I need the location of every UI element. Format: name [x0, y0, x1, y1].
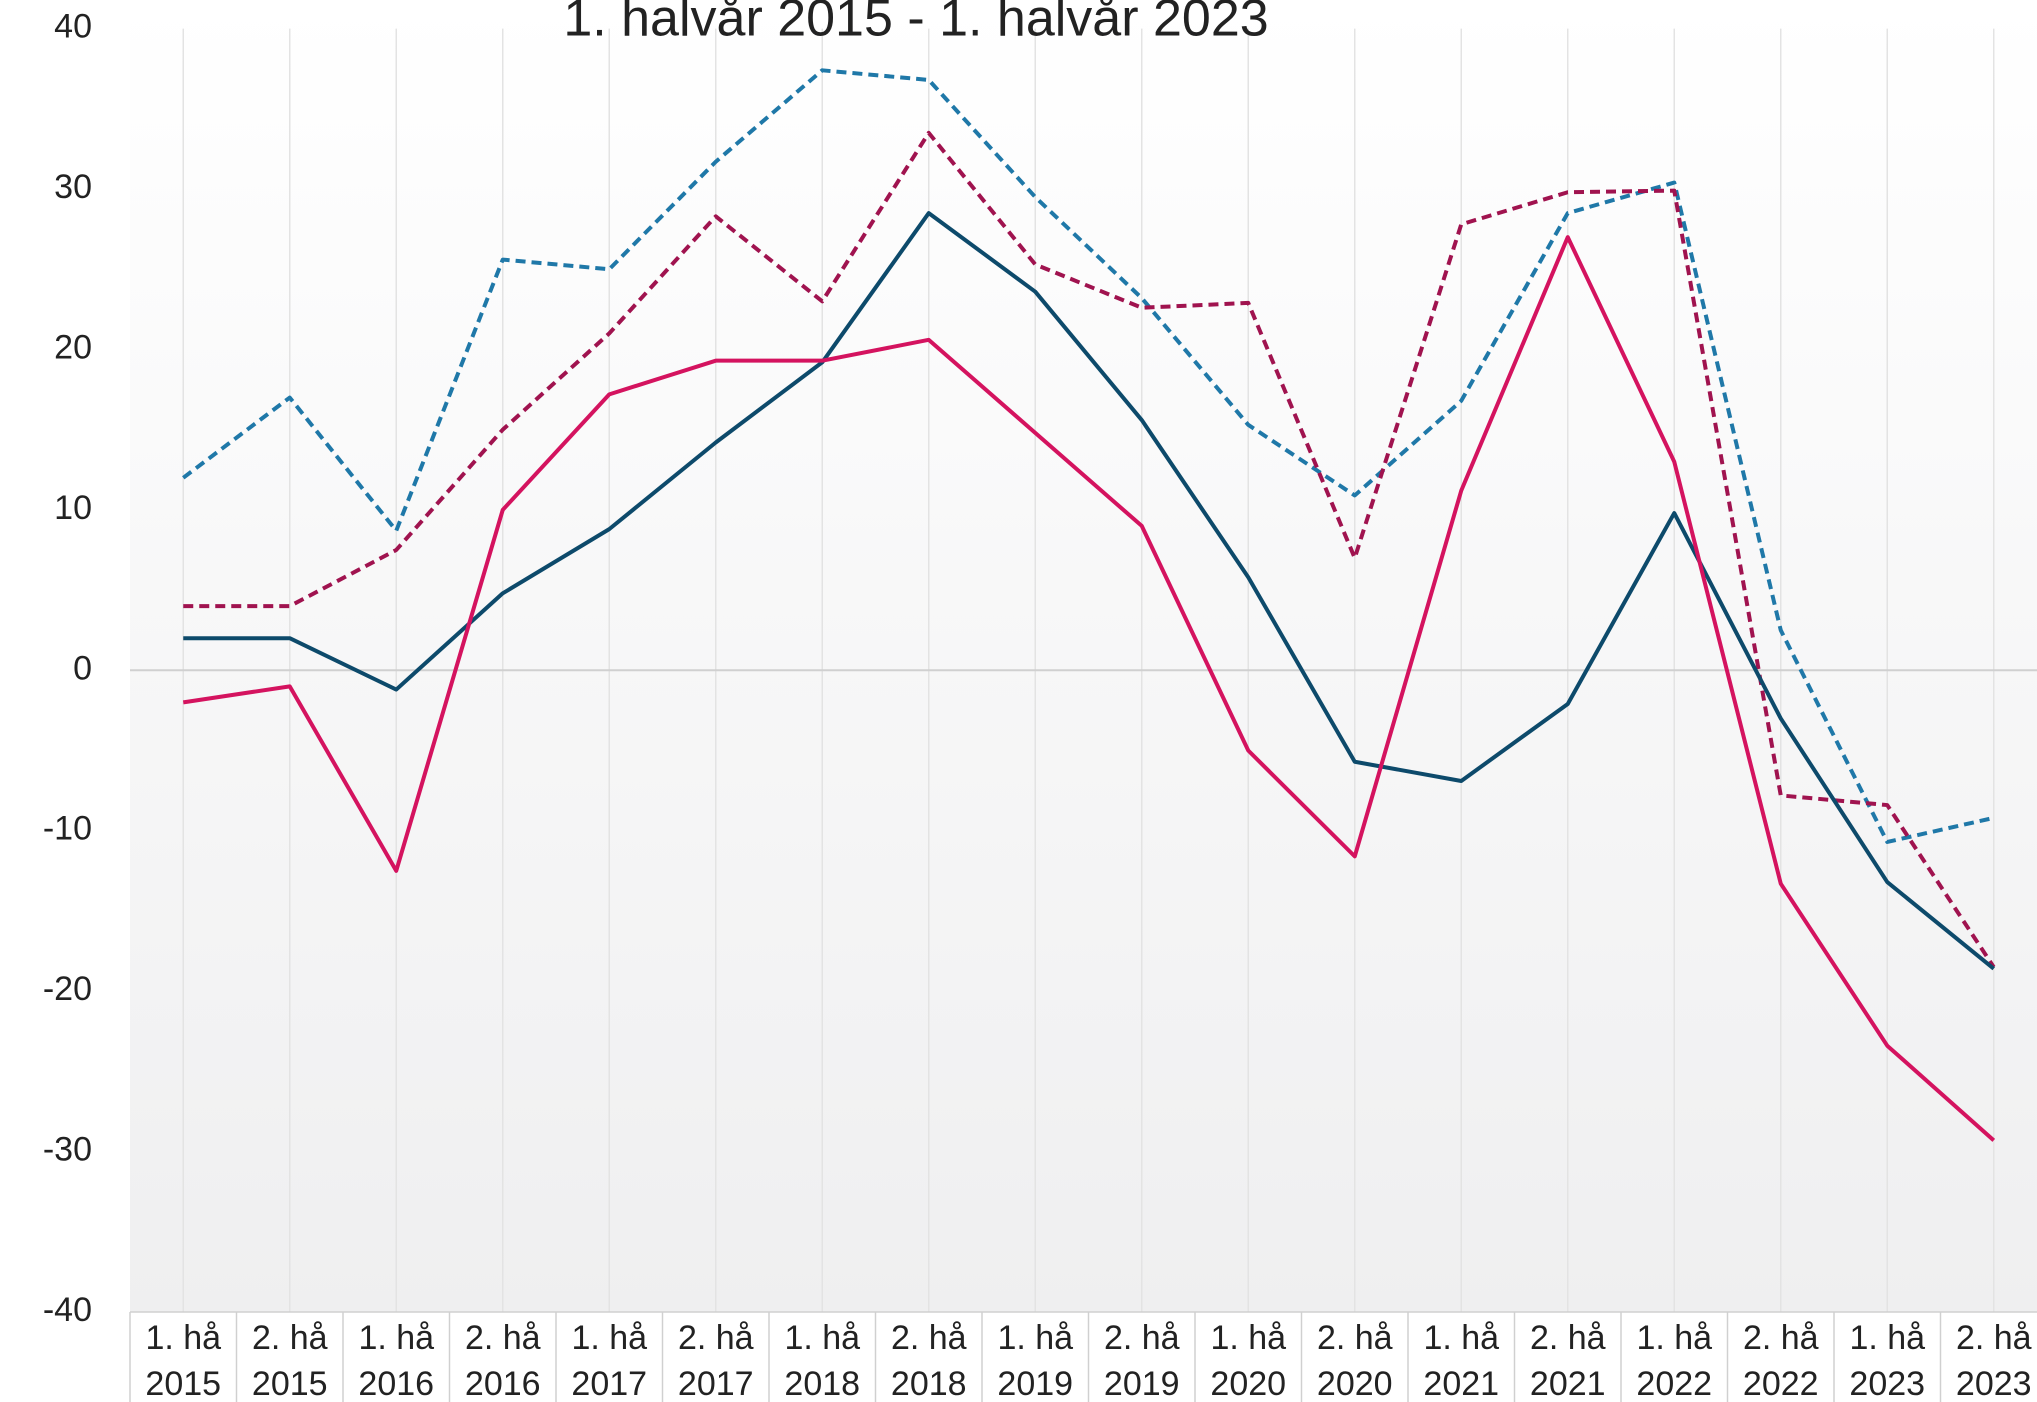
x-tick-label: 2017 — [678, 1365, 754, 1402]
x-tick-label: 1. hå — [1636, 1319, 1712, 1357]
x-tick-label: 1. hå — [1849, 1319, 1925, 1357]
x-tick-label: 2020 — [1317, 1365, 1393, 1402]
x-tick-label: 2022 — [1636, 1365, 1712, 1402]
x-tick-label: 2. hå — [252, 1319, 328, 1357]
y-tick-label: -30 — [43, 1131, 92, 1169]
chart-title: 1. halvår 2015 - 1. halvår 2023 — [563, 0, 1268, 48]
y-tick-label: 20 — [54, 328, 92, 366]
data-line — [182, 68, 1995, 844]
x-tick-label: 1. hå — [145, 1319, 221, 1357]
x-tick-label: 2019 — [1104, 1365, 1180, 1402]
x-tick-label: 2021 — [1530, 1365, 1606, 1402]
x-tick-label: 2022 — [1743, 1365, 1819, 1402]
x-tick-label: 2019 — [997, 1365, 1073, 1402]
x-tick-label: 1. hå — [997, 1319, 1073, 1357]
x-tick-label: 2. hå — [1530, 1319, 1606, 1357]
x-tick-label: 2. hå — [678, 1319, 754, 1357]
x-tick-label: 2. hå — [1104, 1319, 1180, 1357]
x-tick-label: 2. hå — [891, 1319, 967, 1357]
x-tick-label: 1. hå — [1210, 1319, 1286, 1357]
data-line — [182, 235, 1996, 1142]
x-tick-label: 2023 — [1956, 1365, 2032, 1402]
x-tick-label: 2021 — [1423, 1365, 1499, 1402]
y-tick-label: -40 — [43, 1291, 92, 1329]
x-tick-label: 2016 — [358, 1365, 434, 1402]
y-tick-label: -10 — [43, 810, 92, 848]
x-tick-label: 2017 — [571, 1365, 647, 1402]
x-tick-label: 2018 — [784, 1365, 860, 1402]
x-tick-label: 2015 — [145, 1365, 221, 1402]
x-tick-label: 2018 — [891, 1365, 967, 1402]
plot-background — [130, 0, 2037, 1312]
y-tick-label: 40 — [54, 8, 92, 46]
x-tick-label: 2. hå — [1317, 1319, 1393, 1357]
data-line — [183, 130, 1996, 969]
data-line — [183, 211, 1996, 971]
plot: -40 -30 -20 -10 0 10 20 30 40 1. hå 2015 2. hå 2015 1… — [43, 8, 2037, 1402]
x-tick-label: 2015 — [252, 1365, 328, 1402]
x-tick-label: 2020 — [1210, 1365, 1286, 1402]
x-tick-label: 1. hå — [358, 1319, 434, 1357]
x-tick-label: 2. hå — [1743, 1319, 1819, 1357]
y-tick-label: 30 — [54, 168, 92, 206]
y-tick-label: 0 — [73, 649, 92, 687]
x-tick-label: 1. hå — [784, 1319, 860, 1357]
y-tick-label: 10 — [54, 489, 92, 527]
x-tick-label: 1. hå — [571, 1319, 647, 1357]
x-tick-label: 2. hå — [1956, 1319, 2032, 1357]
x-tick-label: 1. hå — [1423, 1319, 1499, 1357]
x-tick-label: 2. hå — [465, 1319, 541, 1357]
x-tick-label: 2023 — [1849, 1365, 1925, 1402]
x-tick-label: 2016 — [465, 1365, 541, 1402]
y-tick-label: -20 — [43, 970, 92, 1008]
